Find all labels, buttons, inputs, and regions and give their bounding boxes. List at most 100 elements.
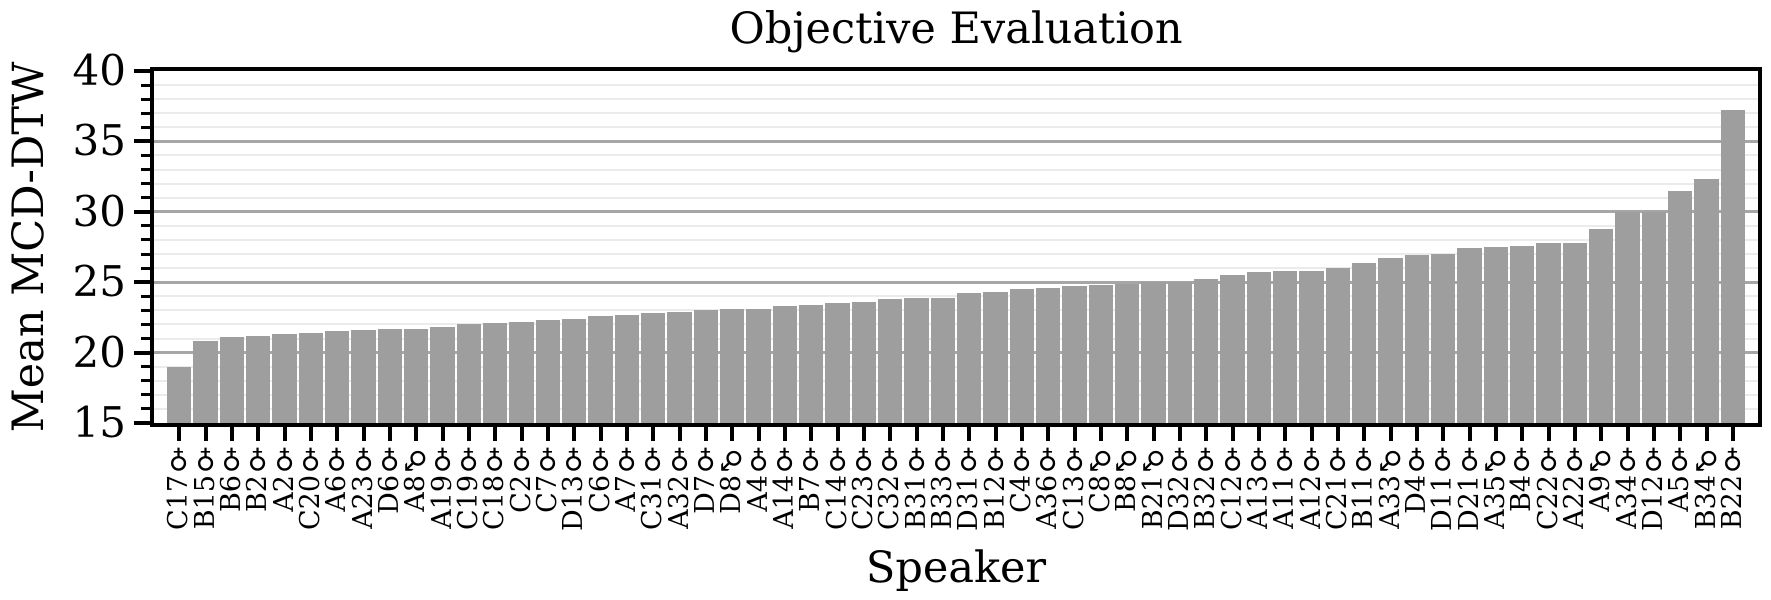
bar (1404, 255, 1429, 423)
y-tick-minor (141, 153, 150, 157)
y-grid-minor (154, 323, 1758, 326)
x-tick-label: B8♂ (1111, 444, 1143, 513)
x-tick-label: C2♀ (505, 444, 537, 513)
x-tick-label: B7♀ (795, 444, 827, 513)
x-tick-label: B15♀ (189, 444, 221, 530)
x-tick-label: C21♀ (1321, 444, 1353, 531)
y-grid-minor (154, 168, 1758, 171)
x-tick (993, 427, 998, 441)
x-tick (1335, 427, 1340, 441)
x-tick (1204, 427, 1209, 441)
x-tick (1520, 427, 1525, 441)
bar (1615, 211, 1640, 423)
bar (1378, 258, 1403, 423)
y-grid-minor (154, 379, 1758, 382)
x-tick (282, 427, 287, 441)
bar (983, 292, 1008, 423)
bar (1668, 190, 1693, 423)
bar (1115, 283, 1140, 423)
bar (720, 308, 745, 423)
x-tick (256, 427, 261, 441)
bar (825, 303, 850, 423)
bar (1036, 287, 1061, 423)
x-tick-label: C32♀ (874, 444, 906, 531)
bar (325, 331, 350, 423)
x-tick-label: A11♀ (1269, 444, 1301, 529)
y-grid-minor (154, 337, 1758, 340)
bar (878, 299, 903, 423)
y-tick-label: 20 (72, 327, 126, 377)
bar (483, 323, 508, 423)
bar (1273, 270, 1298, 423)
x-tick (1256, 427, 1261, 441)
y-tick-minor (141, 266, 150, 270)
y-tick-minor (141, 168, 150, 172)
x-tick-label: A35♂ (1479, 444, 1511, 529)
bar (246, 335, 271, 423)
x-tick (1046, 427, 1051, 441)
x-tick-label: A36♀ (1032, 444, 1064, 529)
bar (535, 320, 560, 423)
x-tick-label: B6♀ (215, 444, 247, 513)
x-tick (1678, 427, 1683, 441)
y-grid-minor (154, 267, 1758, 270)
y-tick-minor (141, 196, 150, 200)
bar (193, 341, 218, 423)
x-tick (1177, 427, 1182, 441)
x-tick-label: B34♂ (1690, 444, 1722, 530)
y-tick-label: 15 (72, 398, 126, 447)
y-grid-minor (154, 98, 1758, 101)
x-tick-label: C8♂ (1084, 444, 1116, 513)
bar (614, 314, 639, 423)
y-tick-label: 35 (72, 116, 126, 166)
y-tick-major (134, 209, 150, 214)
y-tick-major (134, 139, 150, 144)
x-tick (1362, 427, 1367, 441)
x-tick (466, 427, 471, 441)
bar (930, 297, 955, 423)
x-tick (835, 427, 840, 441)
x-tick-label: C31♀ (637, 444, 669, 531)
y-tick-minor (141, 83, 150, 87)
bar (298, 332, 323, 423)
x-tick (1414, 427, 1419, 441)
x-tick (1151, 427, 1156, 441)
x-tick (1546, 427, 1551, 441)
y-grid-minor (154, 407, 1758, 410)
y-tick-minor (141, 337, 150, 341)
y-grid-minor (154, 182, 1758, 185)
x-tick-label: C19♀ (452, 444, 484, 531)
x-tick (809, 427, 814, 441)
x-tick-label: D7♀ (689, 444, 721, 514)
bar (693, 310, 718, 423)
x-tick-label: C22♀ (1532, 444, 1564, 531)
bar (562, 318, 587, 423)
y-tick-minor (141, 393, 150, 397)
x-tick-label: D8♂ (716, 444, 748, 514)
bar (1352, 262, 1377, 423)
bar (377, 328, 402, 423)
x-tick (1072, 427, 1077, 441)
x-tick-label: C18♀ (479, 444, 511, 531)
x-tick (545, 427, 550, 441)
x-tick-label: A12♀ (1295, 444, 1327, 529)
x-tick-label: A9♂ (1585, 444, 1617, 512)
bar (1562, 242, 1587, 423)
x-tick (1098, 427, 1103, 441)
y-tick-label: 25 (72, 257, 126, 307)
x-tick-label: A5♀ (1664, 444, 1696, 512)
bar (1325, 268, 1350, 423)
y-grid-major (154, 210, 1758, 214)
bar (641, 313, 666, 423)
bar (1194, 279, 1219, 423)
x-tick (1125, 427, 1130, 441)
y-tick-label: 40 (72, 46, 126, 95)
bar (1167, 282, 1192, 423)
x-tick-label: A2♀ (268, 444, 300, 512)
bar (799, 304, 824, 423)
y-grid-minor (154, 126, 1758, 129)
x-tick-label: A22♀ (1558, 444, 1590, 529)
bar (219, 337, 244, 423)
bar (1720, 110, 1745, 423)
